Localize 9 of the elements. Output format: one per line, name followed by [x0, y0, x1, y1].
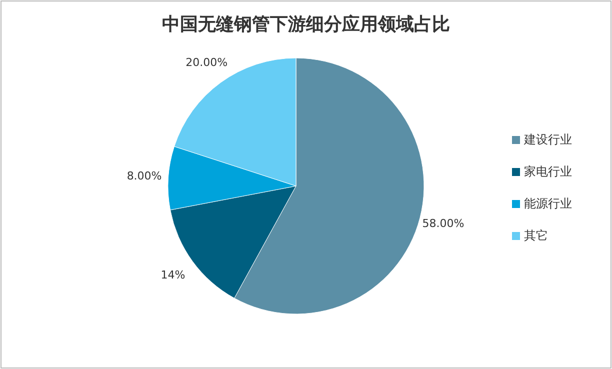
legend-label: 家电行业 [524, 164, 572, 178]
chart-title: 中国无缝钢管下游细分应用领域占比 [162, 14, 450, 35]
legend-label: 建设行业 [523, 132, 572, 146]
data-label: 20.00% [186, 56, 228, 70]
data-label: 8.00% [126, 169, 162, 182]
legend-label: 其它 [524, 228, 548, 242]
data-label: 14% [160, 268, 186, 282]
legend-label: 能源行业 [524, 196, 572, 210]
data-label: 58.00% [422, 216, 464, 230]
